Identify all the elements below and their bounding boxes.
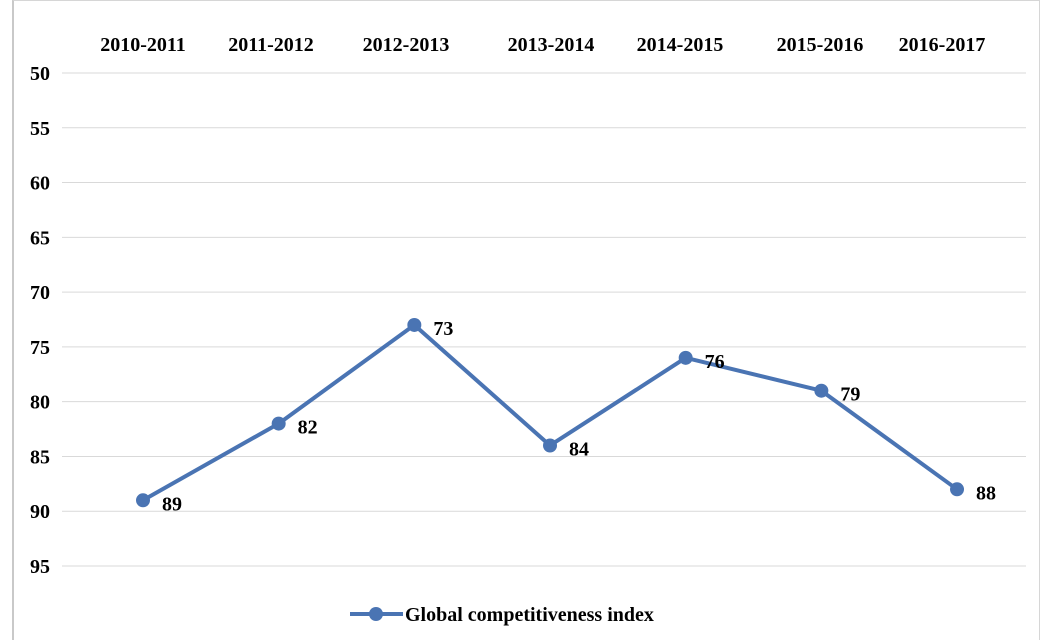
series-global-competitiveness <box>136 317 965 508</box>
x-axis-tick-labels: 2010-2011 2011-2012 2012-2013 2013-2014 2014… <box>100 34 985 56</box>
data-point <box>814 383 829 398</box>
x-tick-label: 2012-2013 <box>363 34 450 56</box>
x-tick-label: 2016-2017 <box>899 34 986 56</box>
gridlines <box>62 72 1026 567</box>
data-point <box>407 317 422 332</box>
data-label: 82 <box>298 417 318 439</box>
y-tick-label: 70 <box>30 282 50 304</box>
data-point <box>950 482 965 497</box>
y-tick-label: 50 <box>30 63 50 85</box>
data-labels: 89 82 73 84 76 79 88 <box>162 318 996 515</box>
y-tick-label: 55 <box>30 118 50 140</box>
legend-label: Global competitiveness index <box>405 604 654 626</box>
data-label: 79 <box>840 384 860 406</box>
y-tick-label: 60 <box>30 173 50 195</box>
y-tick-label: 95 <box>30 556 50 578</box>
x-tick-label: 2010-2011 <box>100 34 186 56</box>
data-point <box>271 416 286 431</box>
legend: Global competitiveness index <box>350 604 654 626</box>
chart-frame <box>12 0 1040 640</box>
data-label: 73 <box>433 318 453 340</box>
data-point <box>678 350 693 365</box>
legend-point-marker <box>369 607 383 621</box>
y-tick-label: 75 <box>30 337 50 359</box>
x-tick-label: 2011-2012 <box>228 34 314 56</box>
y-tick-label: 80 <box>30 392 50 414</box>
data-label: 84 <box>569 438 589 460</box>
series-line <box>142 322 959 503</box>
data-label: 88 <box>976 482 996 504</box>
y-axis-tick-labels: 50 55 60 65 70 75 80 85 90 95 <box>30 63 50 578</box>
x-tick-label: 2014-2015 <box>637 34 724 56</box>
y-tick-label: 65 <box>30 227 50 249</box>
x-tick-label: 2013-2014 <box>508 34 595 56</box>
data-label: 89 <box>162 493 182 515</box>
y-tick-label: 85 <box>30 446 50 468</box>
data-label: 76 <box>705 351 725 373</box>
y-tick-label: 90 <box>30 501 50 523</box>
x-tick-label: 2015-2016 <box>777 34 864 56</box>
data-point <box>543 438 558 453</box>
data-point <box>136 493 150 508</box>
